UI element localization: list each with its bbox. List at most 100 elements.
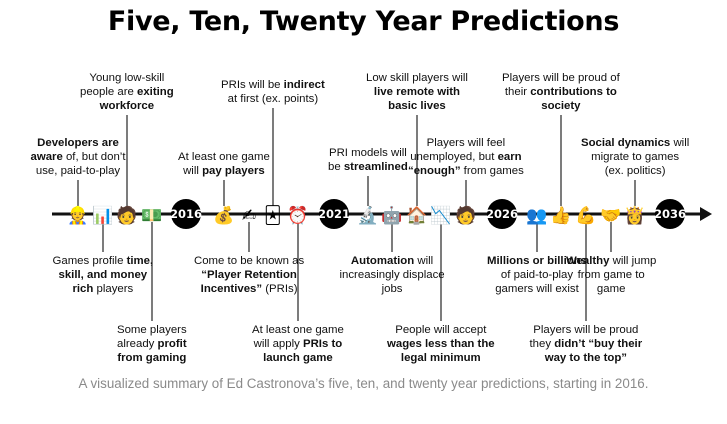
annotation-line: At least one game <box>252 324 344 336</box>
annotation-line: Players will be proud <box>533 324 639 336</box>
year-label: 2021 <box>318 207 350 221</box>
annotation-line: migrate to games <box>591 151 680 163</box>
annotation-line: people are exiting <box>80 86 174 98</box>
house-icon: 🏠 <box>406 206 427 225</box>
year-circle <box>171 199 201 229</box>
annotation-pris-indirect: PRIs will be indirect at first (ex. point… <box>221 78 325 106</box>
connector-lines <box>77 108 636 321</box>
year-circle <box>319 199 349 229</box>
annotation-line: Some players <box>117 324 187 336</box>
person-desk-icon: 🧑 <box>116 205 137 225</box>
thumbs-up-icon: 👍 <box>550 205 571 225</box>
annotation-line: wages less than the <box>387 338 495 350</box>
annotation-line: their contributions to <box>504 86 617 98</box>
annotation-line: aware of, but don’t <box>30 151 126 163</box>
annotation-line: already profit <box>117 338 187 350</box>
laptop-worker-icon: 👷 <box>67 205 88 225</box>
annotation-line: way to the top” <box>544 352 627 364</box>
annotation-player-retention: Come to be known as “Player Retention Ince… <box>194 254 304 296</box>
cards-icon: 🃏 <box>264 205 281 226</box>
year-marker-2016: 2016 <box>170 199 202 229</box>
annotation-line: society <box>541 100 581 112</box>
annotation-social-dynamics: Social dynamics will migrate to games (ex.… <box>581 136 689 178</box>
annotation-line: legal minimum <box>400 352 481 364</box>
year-circle <box>487 199 517 229</box>
icons-layer: 👷 📊 🧑 💵 💰 ✍ 🃏 ⏰ 🔬 🤖 🏠 📉 🧑 👥 👍 💪 🤝 👸 <box>67 205 645 226</box>
year-marker-2026: 2026 <box>486 199 518 229</box>
chart-decreasing-icon: 📉 <box>430 205 451 225</box>
annotation-line: will pay players <box>183 165 265 177</box>
annotation-line: Wealthy will jump <box>566 255 657 267</box>
annotation-young-low-skill: Young low-skill people are exiting workfor… <box>80 71 174 113</box>
annotation-line: Players will be proud of <box>502 72 620 84</box>
annotation-developers-aware: Developers are aware of, but don’t use, pa… <box>31 136 126 178</box>
annotation-buy-their-way: Players will be proud they didn’t “buy th… <box>530 323 643 365</box>
annotation-pay-players: At least one game will pay players <box>178 150 270 178</box>
annotation-line: At least one game <box>178 151 270 163</box>
annotation-line: Players will feel <box>426 137 506 149</box>
annotation-wealthy-jump: Wealthy will jump from game to game <box>566 254 656 296</box>
flexed-bicep-icon: 💪 <box>575 205 596 225</box>
annotation-profit-gaming: Some players already profit from gaming <box>117 323 187 365</box>
annotation-line: be streamlined <box>328 161 408 173</box>
page-title: Five, Ten, Twenty Year Predictions <box>107 6 620 37</box>
people-group-icon: 👥 <box>526 206 547 225</box>
annotation-line: Developers are <box>37 137 119 149</box>
annotation-line: “Player Retention <box>201 269 297 281</box>
microscope-icon: 🔬 <box>357 205 378 225</box>
annotation-line: Come to be known as <box>194 255 305 267</box>
annotation-line: gamers will exist <box>495 283 579 295</box>
annotation-line: basic lives <box>388 100 446 112</box>
figure-caption: A visualized summary of Ed Castronova’s … <box>78 376 649 391</box>
year-label: 2036 <box>654 207 686 221</box>
annotation-line: from game to <box>577 269 645 281</box>
annotation-line: they didn’t “buy their <box>529 338 643 350</box>
annotation-line: Social dynamics will <box>581 137 690 149</box>
person-worker-icon: 🧑 <box>455 205 476 225</box>
annotation-line: rich players <box>72 283 134 295</box>
writing-hand-icon: ✍ <box>242 206 256 225</box>
year-label: 2016 <box>170 207 202 221</box>
annotation-pri-models: PRI models will be streamlined <box>328 146 408 174</box>
annotation-line: game <box>596 283 626 295</box>
robot-icon: 🤖 <box>381 205 402 225</box>
money-bag-icon: 💰 <box>213 205 234 226</box>
annotation-line: increasingly displace <box>339 269 445 281</box>
annotation-line: Games profile time, <box>52 255 154 267</box>
annotation-line: “enough” from games <box>408 165 524 177</box>
annotation-line: Automation will <box>350 255 434 267</box>
annotation-line: of paid-to-play <box>500 269 574 281</box>
alarm-clock-icon: ⏰ <box>287 205 308 225</box>
annotation-line: (ex. politics) <box>604 165 666 177</box>
annotation-feel-unemployed: Players will feel unemployed, but earn “en… <box>408 136 524 178</box>
annotation-line: will apply PRIs to <box>253 338 343 350</box>
annotation-line: Young low-skill <box>89 72 165 84</box>
year-circle <box>655 199 685 229</box>
annotation-line: at first (ex. points) <box>227 93 319 105</box>
annotation-line: workforce <box>99 100 155 112</box>
money-bills-icon: 💵 <box>141 206 162 225</box>
year-marker-2021: 2021 <box>318 199 350 229</box>
annotation-line: launch game <box>263 352 333 364</box>
annotation-remote-basic-lives: Low skill players will live remote with ba… <box>366 71 468 113</box>
annotation-line: skill, and money <box>58 269 148 281</box>
annotation-line: from gaming <box>117 352 187 364</box>
timeline-arrowhead <box>700 207 712 221</box>
annotation-games-profile: Games profile time, skill, and money rich … <box>53 254 154 296</box>
annotation-line: Low skill players will <box>366 72 468 84</box>
annotation-line: Incentives” (PRIs) <box>200 283 298 295</box>
year-marker-2036: 2036 <box>654 199 686 229</box>
annotation-line: live remote with <box>373 86 460 98</box>
annotation-line: use, paid-to-play <box>35 165 121 177</box>
annotation-line: Millions or billions <box>487 255 587 267</box>
annotation-millions-billions: Millions or billions of paid-to-play gamer… <box>487 254 587 296</box>
years-layer: 2016 2021 2026 2036 <box>170 199 686 229</box>
handshake-icon: 🤝 <box>600 206 621 225</box>
annotation-line: People will accept <box>395 324 487 336</box>
annotation-automation: Automation will increasingly displace jobs <box>340 254 445 296</box>
year-label: 2026 <box>486 207 518 221</box>
annotation-line: unemployed, but earn <box>410 151 522 163</box>
annotation-proud-contributions: Players will be proud of their contributi… <box>502 71 620 113</box>
annotation-apply-pris: At least one game will apply PRIs to launc… <box>252 323 344 365</box>
